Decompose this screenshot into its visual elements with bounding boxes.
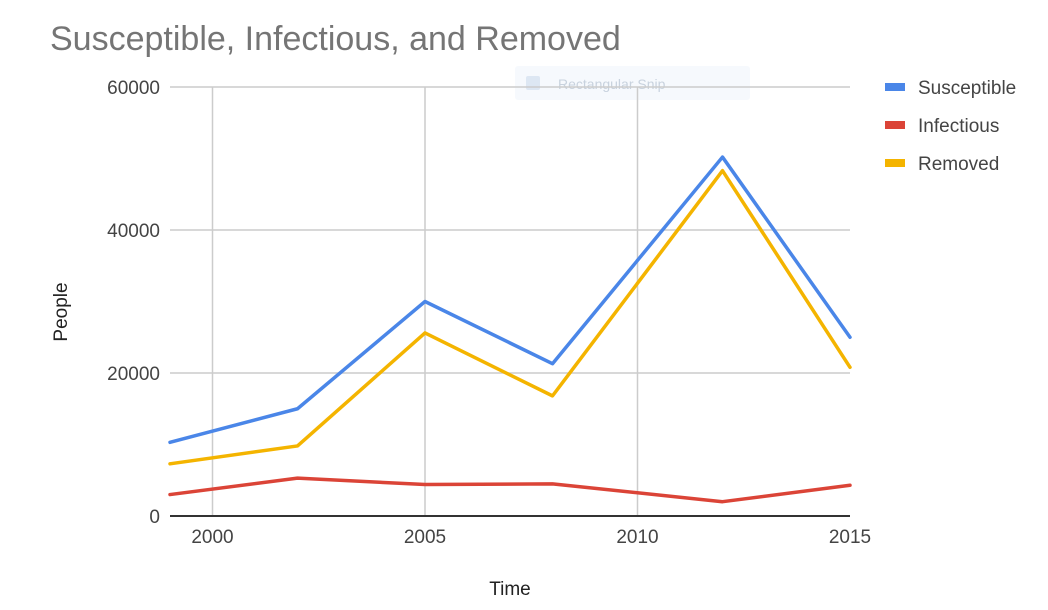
y-axis-ticks: 0 20000 40000 60000 — [107, 78, 160, 528]
legend: Susceptible Infectious Removed — [885, 78, 1016, 175]
x-axis-ticks: 2000 2005 2010 2015 — [191, 527, 871, 548]
x-tick-label: 2000 — [191, 527, 233, 548]
series-line-removed — [168, 168, 852, 466]
snip-overlay: Rectangular Snip — [515, 66, 750, 100]
snip-label: Rectangular Snip — [558, 76, 666, 92]
y-tick-label: 40000 — [107, 221, 160, 242]
legend-swatch-infectious — [885, 121, 905, 129]
x-tick-label: 2015 — [829, 527, 871, 548]
y-tick-label: 20000 — [107, 364, 160, 385]
legend-swatch-susceptible — [885, 83, 905, 91]
legend-label-infectious: Infectious — [918, 116, 999, 137]
series-line-susceptible — [168, 155, 852, 445]
legend-label-removed: Removed — [918, 154, 999, 175]
series-lines — [168, 155, 852, 504]
x-tick-label: 2010 — [616, 527, 658, 548]
y-tick-label: 60000 — [107, 78, 160, 99]
y-tick-label: 0 — [149, 507, 160, 528]
x-axis-title: Time — [489, 579, 531, 600]
legend-swatch-removed — [885, 159, 905, 167]
series-line-infectious — [168, 476, 852, 504]
legend-label-susceptible: Susceptible — [918, 78, 1016, 99]
y-axis-title: People — [51, 282, 72, 341]
gridlines — [170, 86, 850, 516]
x-tick-label: 2005 — [404, 527, 446, 548]
chart-title: Susceptible, Infectious, and Removed — [50, 20, 621, 58]
